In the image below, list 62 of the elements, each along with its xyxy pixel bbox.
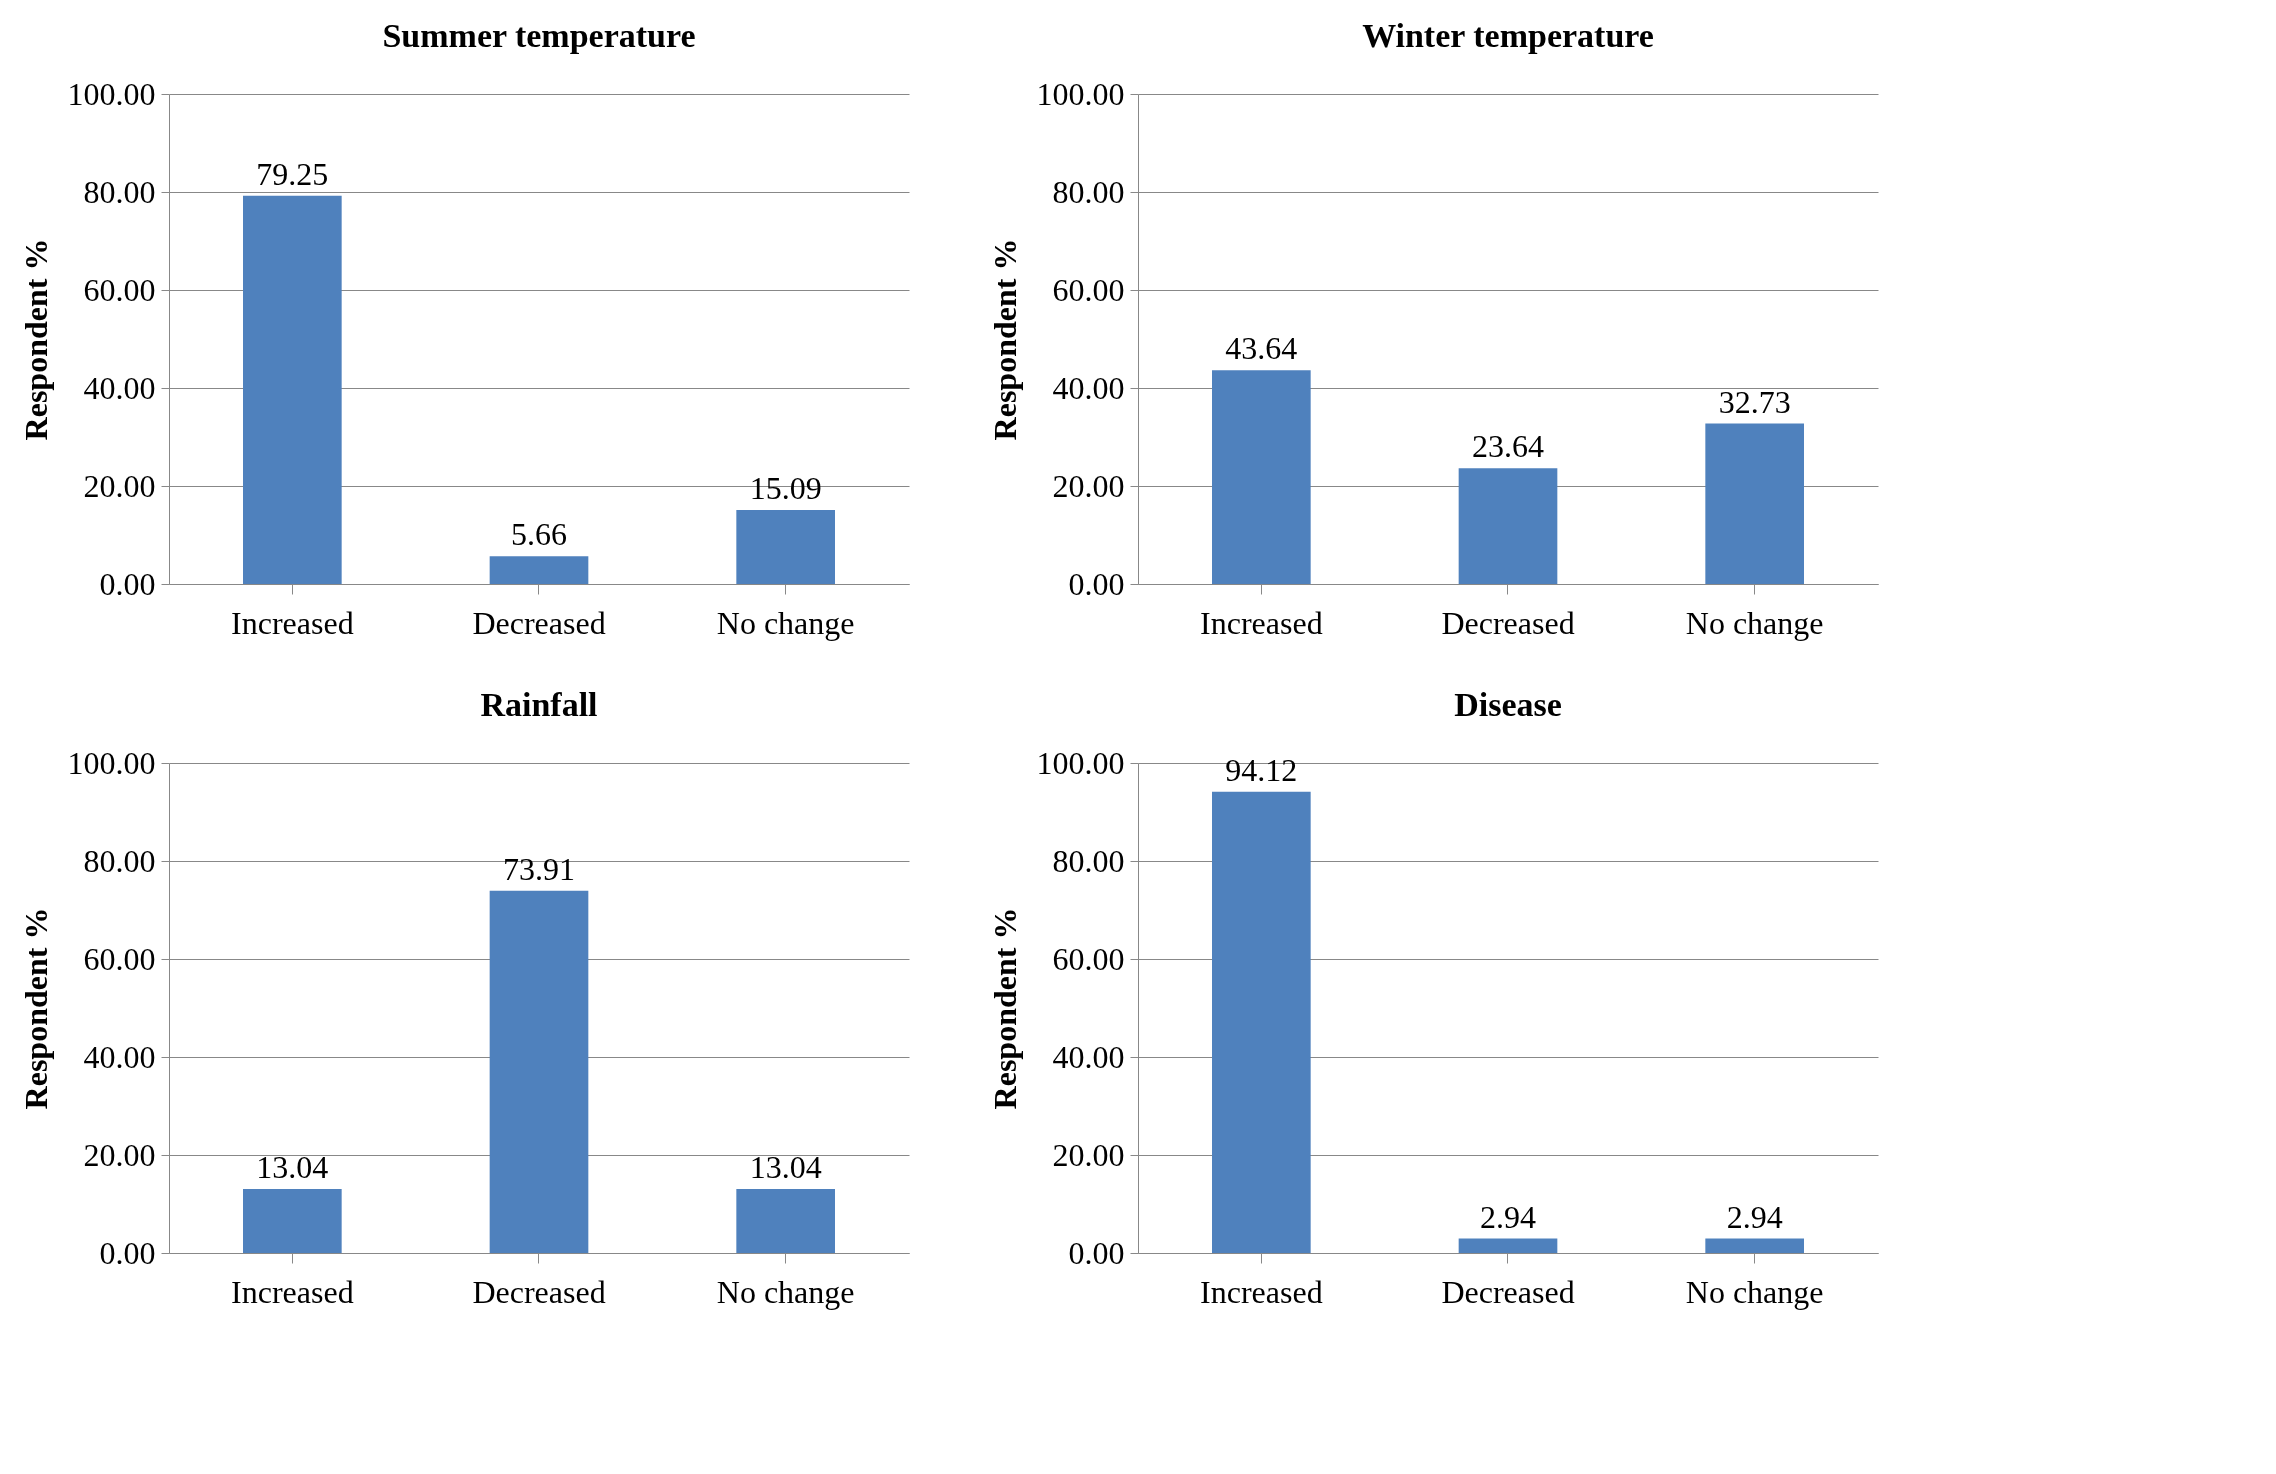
y-tick-label: 60.00 xyxy=(1052,940,1125,977)
chart-title: Winter temperature xyxy=(1362,17,1654,54)
y-tick-label: 0.00 xyxy=(1068,1234,1125,1271)
bar xyxy=(243,195,342,584)
y-tick-label: 80.00 xyxy=(83,842,156,879)
y-tick-label: 80.00 xyxy=(1052,173,1125,210)
y-tick-label: 20.00 xyxy=(83,1136,156,1173)
y-tick-label: 40.00 xyxy=(83,369,156,406)
data-label: 2.94 xyxy=(1726,1198,1783,1235)
y-tick-label: 60.00 xyxy=(83,940,156,977)
bar xyxy=(1705,423,1804,584)
x-tick-label: Decreased xyxy=(472,604,606,641)
bar xyxy=(489,556,589,584)
y-tick-label: 60.00 xyxy=(1052,271,1125,308)
data-label: 43.64 xyxy=(1225,330,1298,367)
y-tick-label: 40.00 xyxy=(1052,1038,1125,1075)
y-axis-title: Respondent % xyxy=(986,238,1023,441)
y-tick-label: 20.00 xyxy=(1052,467,1125,504)
y-tick-label: 0.00 xyxy=(99,1234,156,1271)
x-tick-label: Decreased xyxy=(1441,1273,1575,1310)
x-tick-label: No change xyxy=(716,604,855,641)
bar xyxy=(1458,468,1558,584)
x-tick-label: Increased xyxy=(231,1273,354,1310)
x-tick-label: No change xyxy=(716,1273,855,1310)
y-tick-label: 80.00 xyxy=(1052,842,1125,879)
y-tick-label: 20.00 xyxy=(1052,1136,1125,1173)
x-tick-label: Increased xyxy=(1200,604,1323,641)
y-tick-label: 80.00 xyxy=(83,173,156,210)
data-label: 79.25 xyxy=(256,155,329,192)
data-label: 32.73 xyxy=(1718,383,1791,420)
data-label: 15.09 xyxy=(749,470,822,507)
data-label: 2.94 xyxy=(1480,1198,1536,1235)
bar xyxy=(736,510,835,584)
x-tick-label: No change xyxy=(1685,604,1824,641)
x-tick-label: Increased xyxy=(231,604,354,641)
y-tick-label: 100.00 xyxy=(1036,75,1125,112)
data-label: 13.04 xyxy=(749,1149,822,1186)
bar xyxy=(1212,370,1311,584)
data-label: 13.04 xyxy=(256,1149,329,1186)
y-axis-title: Respondent % xyxy=(986,907,1023,1110)
x-tick-label: Decreased xyxy=(472,1273,606,1310)
y-tick-label: 20.00 xyxy=(83,467,156,504)
chart-title: Disease xyxy=(1454,686,1562,723)
y-tick-label: 40.00 xyxy=(83,1038,156,1075)
y-axis-title: Respondent % xyxy=(17,907,54,1110)
x-tick-label: Decreased xyxy=(1441,604,1575,641)
data-label: 23.64 xyxy=(1472,428,1544,465)
y-tick-label: 0.00 xyxy=(99,565,156,602)
x-tick-label: Increased xyxy=(1200,1273,1323,1310)
chart-title: Summer temperature xyxy=(382,17,696,54)
chart-title: Rainfall xyxy=(480,686,598,723)
data-label: 73.91 xyxy=(503,850,575,887)
data-label: 5.66 xyxy=(511,516,567,553)
data-label: 94.12 xyxy=(1225,751,1298,788)
y-tick-label: 100.00 xyxy=(1036,744,1125,781)
x-tick-label: No change xyxy=(1685,1273,1824,1310)
y-tick-label: 0.00 xyxy=(1068,565,1125,602)
y-axis-title: Respondent % xyxy=(17,238,54,441)
y-tick-label: 100.00 xyxy=(67,75,156,112)
y-tick-label: 40.00 xyxy=(1052,369,1125,406)
y-tick-label: 100.00 xyxy=(67,744,156,781)
y-tick-label: 60.00 xyxy=(83,271,156,308)
